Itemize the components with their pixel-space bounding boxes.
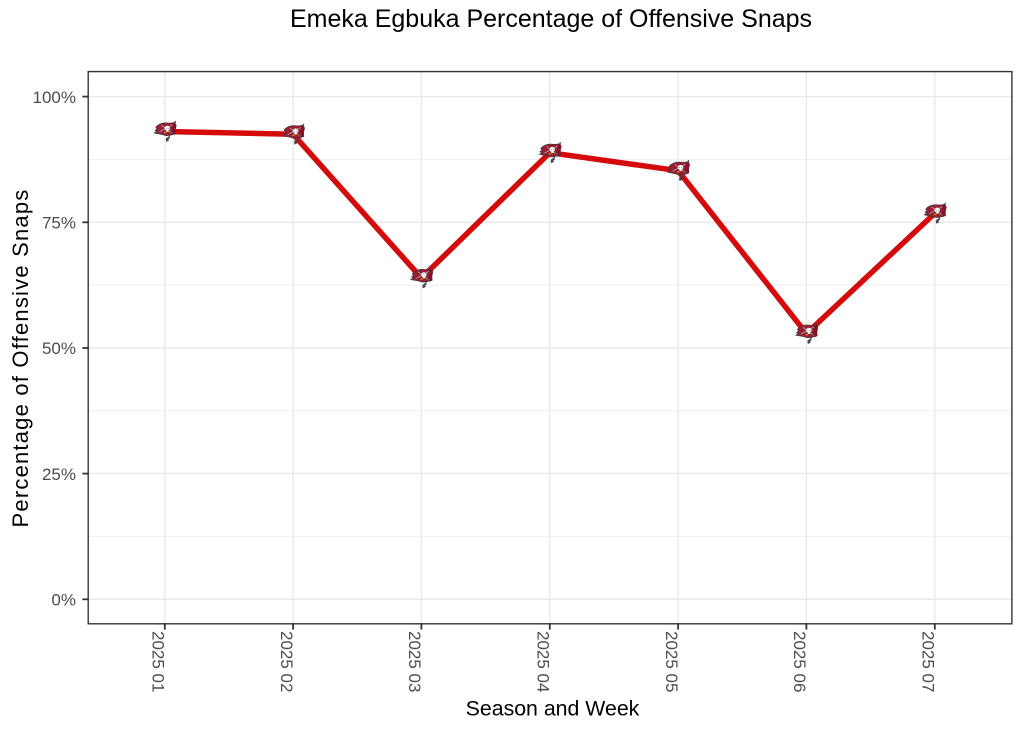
svg-text:Season and Week: Season and Week [466,696,640,720]
svg-text:Percentage of Offensive Snaps: Percentage of Offensive Snaps [8,189,33,528]
svg-text:2025 03: 2025 03 [405,631,424,692]
svg-text:2025 05: 2025 05 [662,631,681,692]
svg-text:2025 07: 2025 07 [919,631,938,692]
svg-text:2025 02: 2025 02 [277,631,296,692]
svg-text:2025 04: 2025 04 [534,631,553,692]
svg-text:50%: 50% [42,339,76,358]
svg-text:100%: 100% [33,88,76,107]
svg-text:75%: 75% [42,214,76,233]
svg-text:0%: 0% [51,591,76,610]
svg-text:2025 06: 2025 06 [790,631,809,692]
svg-text:25%: 25% [42,465,76,484]
svg-text:Emeka Egbuka Percentage of Off: Emeka Egbuka Percentage of Offensive Sna… [290,5,812,33]
svg-text:2025 01: 2025 01 [149,631,168,692]
